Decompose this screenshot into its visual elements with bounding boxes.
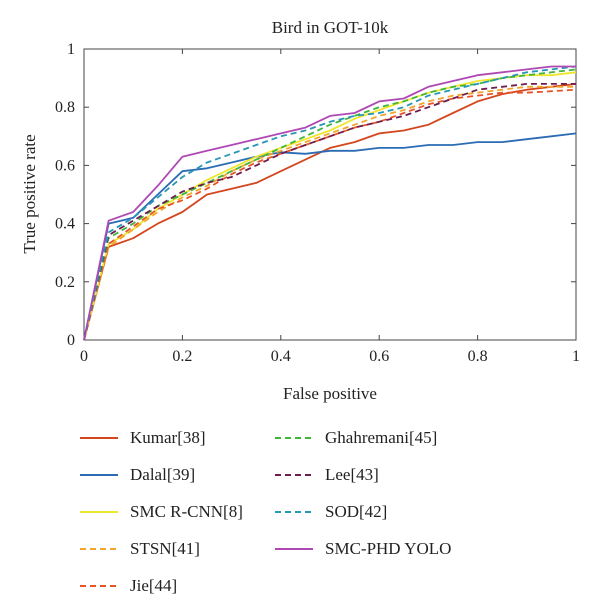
x-tick-label: 1	[572, 348, 580, 365]
series-line-dalal-39	[83, 132, 577, 341]
legend-label: Lee[43]	[325, 465, 379, 484]
y-tick-label: 1	[67, 41, 75, 58]
legend-swatch	[80, 433, 118, 443]
x-tick-label: 0	[80, 348, 88, 365]
series-line-sod-42	[83, 65, 577, 341]
legend-label: Jie[44]	[130, 576, 178, 595]
legend-item-smc-phd-yolo: SMC-PHD YOLO	[275, 535, 451, 563]
series-line-lee-43	[83, 83, 576, 341]
plot-area-frame	[83, 48, 577, 341]
legend-item-sod: SOD[42]	[275, 498, 387, 526]
legend-swatch	[80, 470, 118, 480]
legend-label: Kumar[38]	[130, 428, 206, 447]
legend-item-stsn: STSN[41]	[80, 535, 200, 563]
legend-item-smc-rcnn: SMC R-CNN[8]	[80, 498, 243, 526]
series-line-jie-44	[83, 88, 577, 341]
chart-title: Bird in GOT-10k	[271, 18, 389, 37]
legend-label: SMC-PHD YOLO	[325, 539, 452, 558]
legend-label: Dalal[39]	[130, 465, 196, 484]
legend-swatch	[80, 544, 118, 554]
x-tick-label: 0.2	[172, 348, 192, 365]
legend-item-jie: Jie[44]	[80, 572, 177, 600]
chart-legend: Kumar[38] Dalal[39] SMC R-CNN[8] STSN[41…	[80, 424, 520, 600]
y-tick-label: 0.2	[55, 274, 75, 291]
legend-swatch	[275, 433, 313, 443]
series-line-smc-r-cnn-8	[83, 71, 577, 341]
legend-item-ghahremani: Ghahremani[45]	[275, 424, 437, 452]
x-axis-label: False positive	[283, 384, 377, 403]
legend-item-lee: Lee[43]	[275, 461, 379, 489]
legend-swatch	[275, 470, 313, 480]
legend-item-kumar: Kumar[38]	[80, 424, 206, 452]
legend-label: Ghahremani[45]	[325, 428, 438, 447]
x-tick-label: 0.6	[369, 348, 389, 365]
legend-swatch	[275, 544, 313, 554]
legend-label: SOD[42]	[325, 502, 388, 521]
series-line-ghahremani-45	[83, 68, 577, 341]
legend-swatch	[275, 507, 313, 517]
legend-item-dalal: Dalal[39]	[80, 461, 195, 489]
series-line-smc-phd-yolo	[83, 65, 576, 341]
y-tick-label: 0.6	[55, 157, 75, 174]
legend-swatch	[80, 581, 118, 591]
y-tick-label: 0.8	[55, 99, 75, 116]
series-line-kumar-38	[83, 83, 577, 341]
x-tick-label: 0.4	[271, 348, 291, 365]
y-axis-label: True positive rate	[20, 134, 39, 254]
y-tick-label: 0.4	[55, 216, 75, 233]
legend-swatch	[80, 507, 118, 517]
y-tick-label: 0	[67, 332, 75, 349]
legend-label: SMC R-CNN[8]	[130, 502, 243, 521]
legend-label: STSN[41]	[130, 539, 200, 558]
x-tick-label: 0.8	[468, 348, 488, 365]
